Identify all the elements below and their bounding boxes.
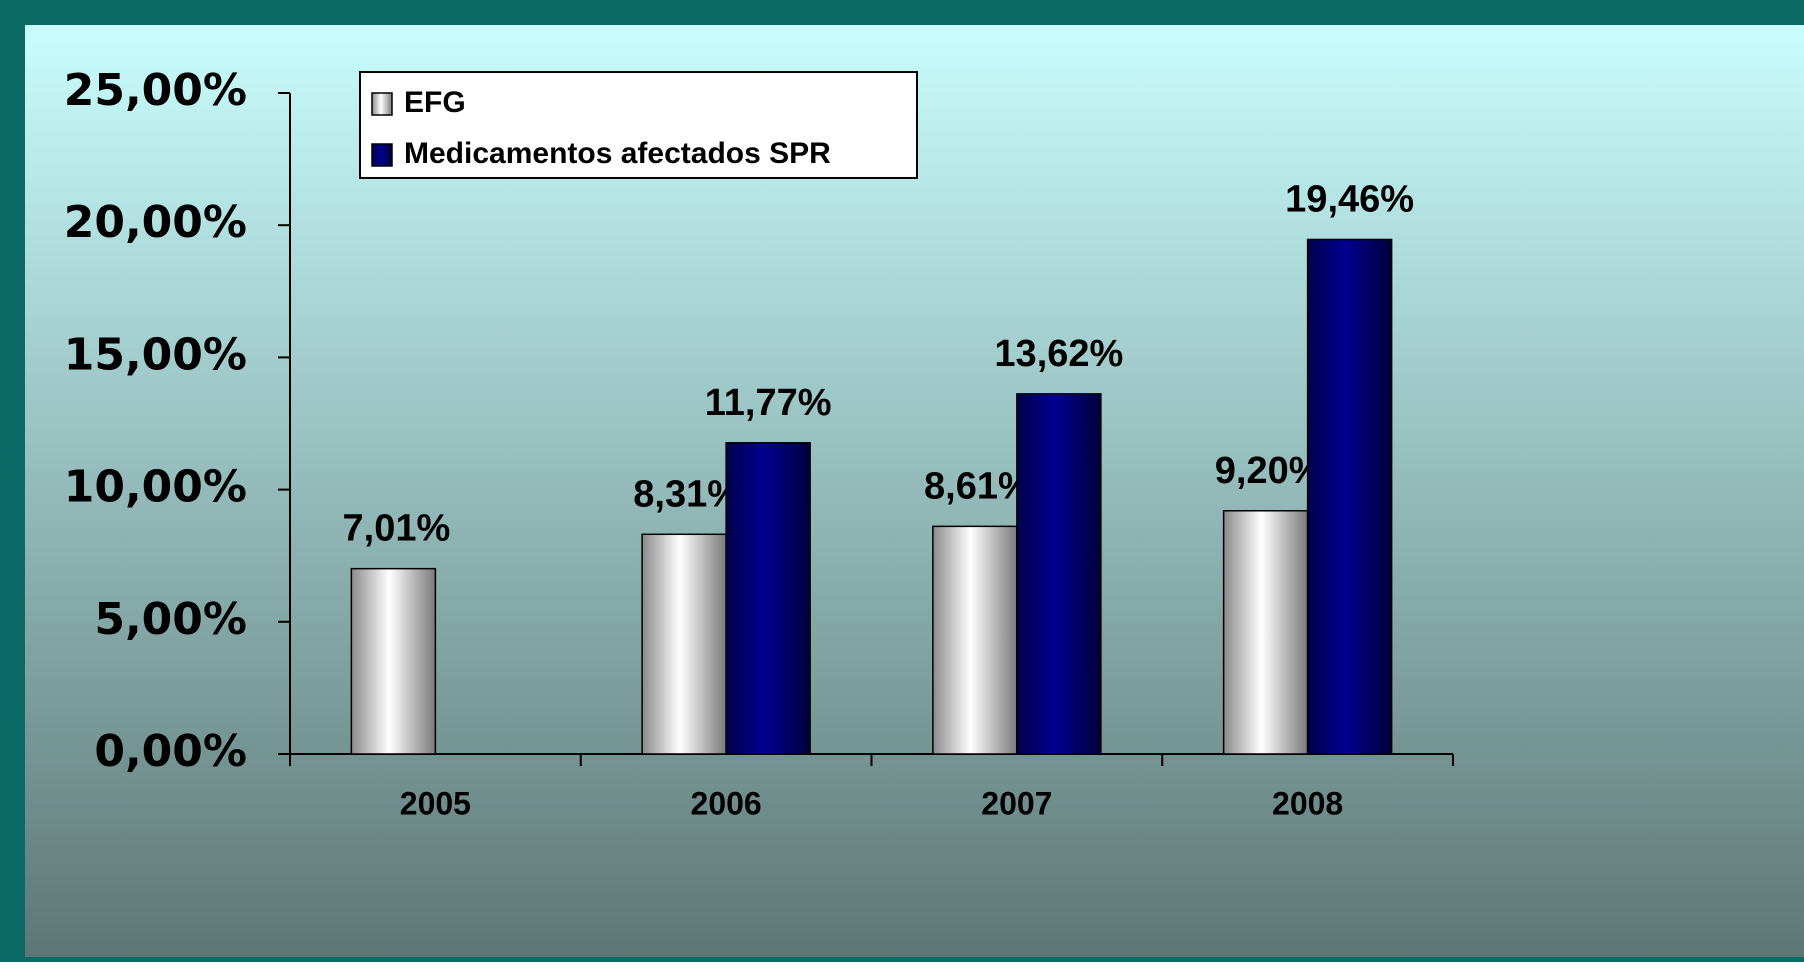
legend-label: Medicamentos afectados SPR (404, 137, 831, 170)
y-tick-label: 25,00% (64, 65, 247, 116)
legend (359, 71, 918, 179)
x-tick-label: 2006 (691, 785, 762, 821)
value-label: 19,46% (1285, 179, 1414, 221)
bar (1016, 393, 1102, 755)
bar (932, 525, 1018, 755)
x-tick-label: 2007 (981, 785, 1052, 821)
value-label: 8,31% (633, 473, 741, 515)
value-label: 11,77% (705, 382, 832, 424)
y-tick-label: 15,00% (64, 329, 247, 380)
value-label: 9,20% (1215, 450, 1323, 492)
legend-label: EFG (404, 86, 466, 119)
x-tick-label: 2005 (400, 785, 471, 821)
bar (1306, 238, 1393, 755)
x-tick-label: 2008 (1272, 785, 1343, 821)
bar (725, 442, 811, 755)
bottom-margin (0, 962, 1804, 970)
y-tick-label: 20,00% (64, 197, 247, 248)
bar (350, 567, 437, 755)
bar (641, 533, 727, 755)
value-label: 7,01% (343, 508, 451, 550)
y-tick-label: 0,00% (94, 726, 247, 777)
value-label: 13,62% (994, 333, 1123, 375)
legend-swatch (371, 92, 393, 116)
bar (1222, 510, 1309, 755)
plot-background (25, 25, 1804, 957)
y-tick-label: 10,00% (64, 462, 247, 513)
legend-swatch (371, 143, 393, 167)
value-label: 8,61% (924, 465, 1032, 507)
y-tick-label: 5,00% (94, 594, 247, 645)
